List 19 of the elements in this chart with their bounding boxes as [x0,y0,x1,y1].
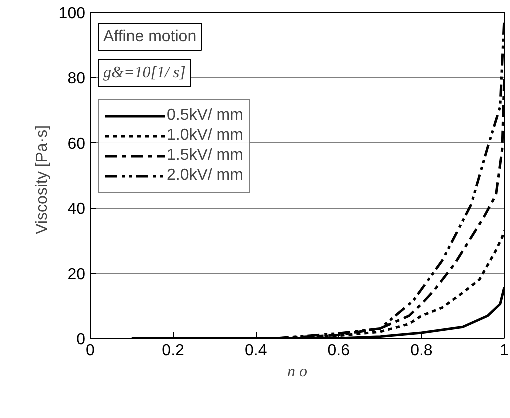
x-tick-label: 0.4 [244,342,268,360]
y-tick-label: 80 [68,70,86,88]
annotation: Affine motion [104,28,197,46]
x-tick-label: 0.8 [410,342,433,360]
x-axis-title: n o [288,364,308,380]
legend-label: 1.0kV/ mm [167,127,244,145]
y-tick-label: 60 [68,136,86,153]
y-tick-label: 0 [76,332,86,348]
y-axis-title: Viscosity [Pa·s] [34,125,51,234]
y-tick-label: 20 [68,266,86,284]
x-tick-label: 0.6 [328,342,350,360]
y-tick-label: 40 [68,201,86,218]
x-tick-label: 1 [500,342,510,360]
annotation: g&=10[1/ s] [104,64,186,82]
legend-label: 1.5kV/ mm [167,147,244,165]
legend-label: 0.5kV/ mm [167,107,244,125]
y-tick-label: 100 [58,6,86,22]
legend-label: 2.0kV/ mm [167,167,244,185]
x-tick-label: 0.2 [162,342,185,360]
